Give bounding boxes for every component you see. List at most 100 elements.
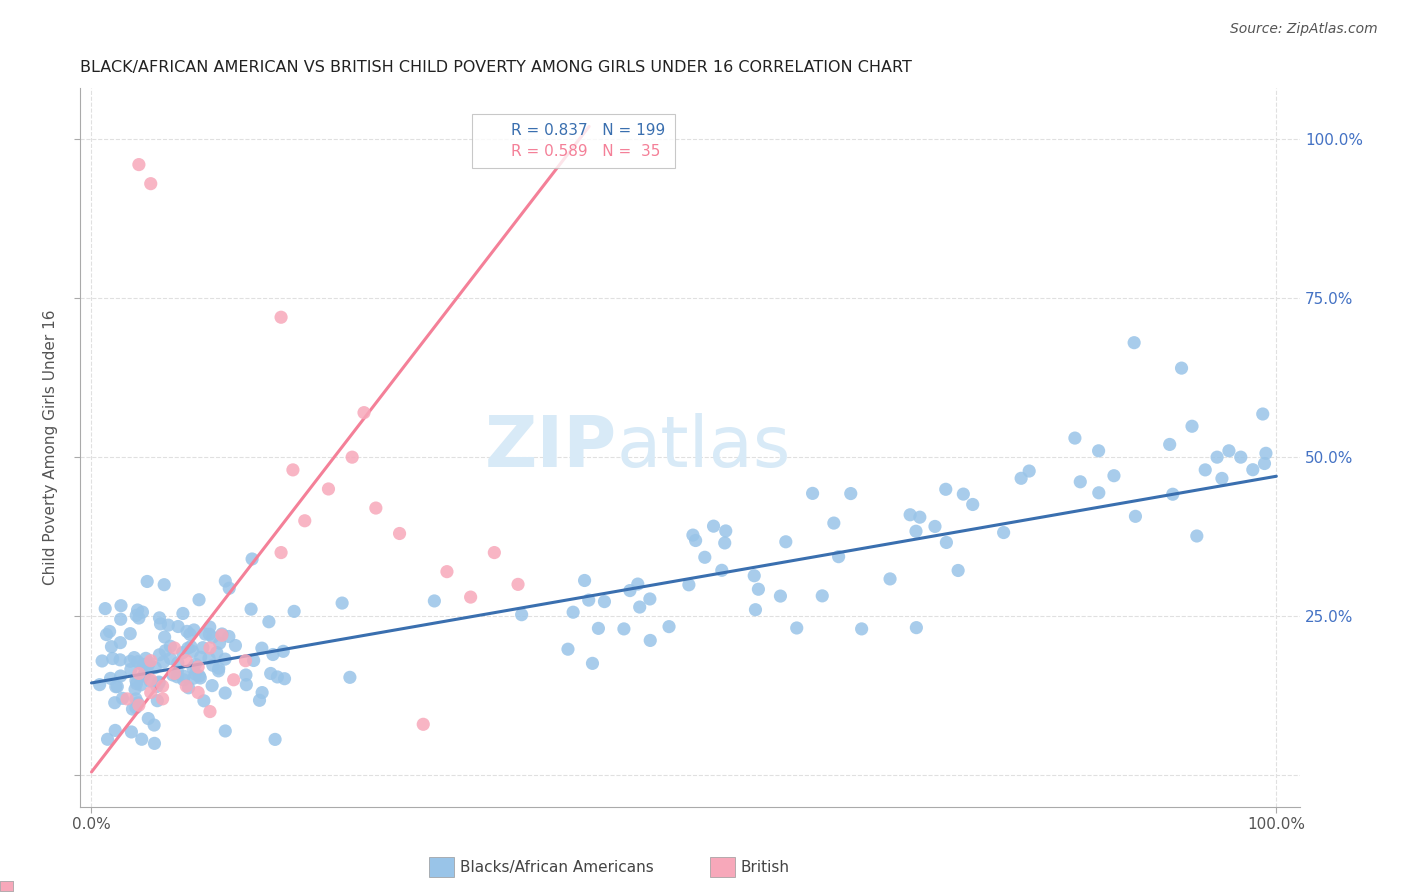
- Point: [122, 650, 145, 665]
- Point: [1181, 419, 1204, 434]
- Point: [163, 666, 186, 681]
- Point: [183, 671, 205, 685]
- Point: [578, 593, 600, 607]
- Point: [131, 605, 153, 619]
- Point: [240, 552, 263, 566]
- Point: [1211, 471, 1233, 485]
- Point: [139, 673, 162, 687]
- Point: [510, 607, 533, 622]
- Point: [218, 630, 240, 644]
- Point: [120, 626, 142, 640]
- Point: [136, 712, 159, 726]
- Point: [678, 578, 700, 592]
- Point: [96, 627, 118, 641]
- Point: [201, 679, 224, 693]
- Point: [188, 669, 211, 683]
- Point: [125, 700, 148, 714]
- Point: [330, 596, 353, 610]
- Point: [98, 624, 121, 639]
- Point: [104, 723, 127, 738]
- Point: [128, 158, 150, 172]
- Point: [125, 676, 148, 690]
- Point: [1206, 450, 1229, 465]
- Point: [775, 534, 797, 549]
- Point: [136, 657, 159, 672]
- Point: [110, 635, 132, 649]
- Point: [270, 545, 292, 559]
- Point: [105, 680, 128, 694]
- Point: [839, 486, 862, 500]
- Point: [898, 508, 921, 522]
- Point: [127, 655, 149, 669]
- Point: [214, 723, 236, 738]
- Point: [110, 612, 132, 626]
- Point: [270, 310, 292, 325]
- Point: [101, 651, 124, 665]
- Point: [177, 641, 200, 656]
- Point: [201, 630, 224, 644]
- Text: Source: ZipAtlas.com: Source: ZipAtlas.com: [1230, 22, 1378, 37]
- Point: [131, 732, 153, 747]
- Point: [827, 549, 849, 564]
- Point: [744, 603, 766, 617]
- Point: [194, 627, 217, 641]
- Point: [283, 604, 305, 618]
- Point: [581, 657, 603, 671]
- Point: [174, 654, 197, 668]
- Point: [108, 653, 131, 667]
- Point: [904, 524, 927, 539]
- Point: [173, 673, 195, 687]
- Point: [183, 623, 205, 637]
- Point: [588, 621, 610, 635]
- Point: [193, 694, 215, 708]
- Point: [627, 577, 650, 591]
- Point: [562, 605, 585, 619]
- Point: [148, 648, 170, 662]
- Point: [110, 669, 132, 683]
- Point: [436, 565, 458, 579]
- Point: [423, 594, 446, 608]
- Point: [388, 526, 411, 541]
- Point: [207, 664, 229, 678]
- Point: [176, 624, 198, 639]
- Point: [139, 674, 162, 689]
- Point: [143, 736, 166, 750]
- Point: [742, 568, 765, 582]
- Text: ZIP: ZIP: [484, 413, 617, 482]
- Point: [1125, 509, 1147, 524]
- Point: [506, 577, 529, 591]
- Point: [184, 667, 207, 681]
- Point: [152, 691, 174, 706]
- Point: [100, 640, 122, 654]
- Point: [208, 661, 231, 675]
- Point: [1064, 431, 1087, 445]
- Point: [125, 692, 148, 706]
- Point: [131, 658, 153, 673]
- Point: [172, 646, 194, 660]
- Point: [240, 602, 263, 616]
- Point: [128, 666, 150, 681]
- Point: [638, 633, 661, 648]
- Point: [132, 669, 155, 683]
- Point: [148, 676, 170, 690]
- Point: [139, 177, 162, 191]
- Point: [946, 564, 969, 578]
- Point: [262, 648, 284, 662]
- Point: [127, 603, 149, 617]
- Point: [120, 662, 142, 676]
- Text: Blacks/African Americans: Blacks/African Americans: [460, 860, 654, 874]
- Point: [129, 678, 152, 692]
- Point: [148, 611, 170, 625]
- Point: [294, 514, 316, 528]
- Point: [188, 671, 211, 685]
- Point: [222, 673, 245, 687]
- Point: [460, 590, 482, 604]
- Point: [153, 630, 176, 644]
- Point: [1102, 468, 1125, 483]
- Point: [273, 672, 295, 686]
- Point: [638, 591, 661, 606]
- Point: [710, 563, 733, 577]
- Point: [574, 574, 596, 588]
- Point: [769, 589, 792, 603]
- Point: [159, 651, 181, 665]
